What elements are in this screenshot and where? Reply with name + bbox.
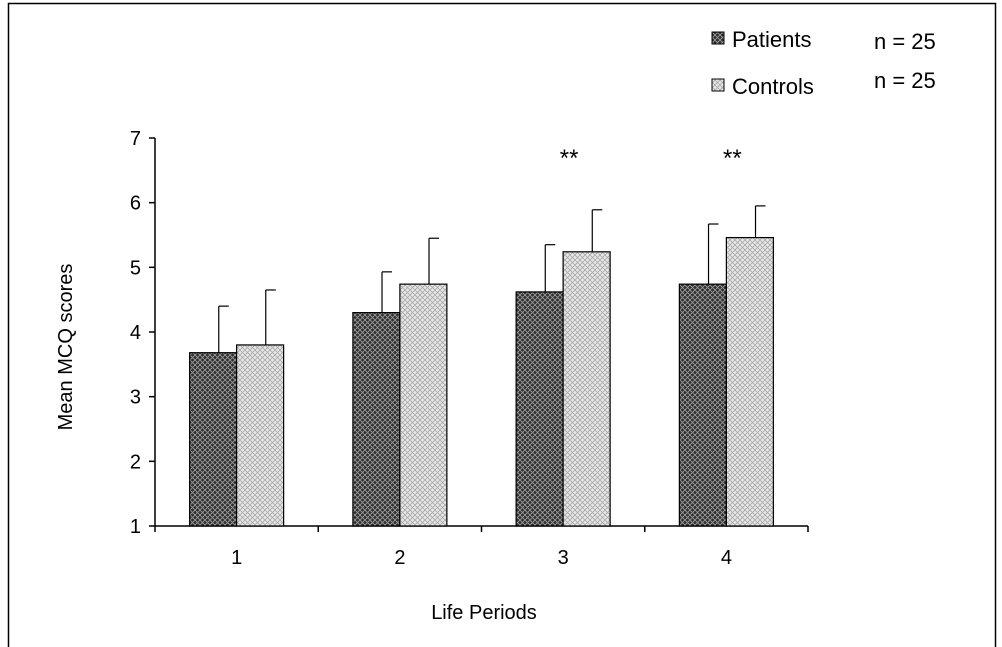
y-axis: 1 2 3 4 5 6 7	[130, 128, 156, 538]
bar-controls-2	[399, 283, 448, 527]
y-axis-title: Mean MCQ scores	[55, 264, 77, 431]
significance-marker-3: **	[560, 145, 579, 172]
legend: Patients n = 25 Controls n = 25	[711, 27, 936, 99]
legend-n-patients: n = 25	[874, 29, 936, 54]
bar-controls-3	[562, 251, 611, 527]
legend-item-controls: Controls n = 25	[711, 68, 936, 99]
legend-swatch-patients	[711, 31, 725, 45]
legend-item-patients: Patients n = 25	[711, 27, 936, 54]
significance-marker-4: **	[723, 145, 742, 172]
x-tick-label: 1	[231, 547, 242, 569]
y-tick-label: 7	[130, 128, 141, 150]
legend-swatch-controls	[711, 78, 725, 92]
y-tick-label: 1	[130, 516, 141, 538]
figure-border	[7, 2, 997, 647]
bar-controls-1	[236, 344, 285, 527]
bar-patients-3	[515, 291, 564, 527]
x-tick-label: 2	[394, 547, 405, 569]
y-tick-label: 6	[130, 193, 141, 215]
legend-label-patients: Patients	[732, 27, 812, 52]
bar-patients-1	[189, 352, 238, 527]
y-tick-label: 2	[130, 451, 141, 473]
bars	[189, 236, 774, 527]
x-tick-label: 4	[721, 547, 732, 569]
y-tick-label: 3	[130, 387, 141, 409]
bar-controls-4	[725, 236, 774, 527]
legend-n-controls: n = 25	[874, 68, 936, 93]
bar-patients-2	[352, 312, 401, 527]
error-bars	[218, 205, 766, 353]
bar-patients-4	[678, 283, 727, 527]
x-tick-label: 3	[558, 547, 569, 569]
y-tick-label: 5	[130, 257, 141, 279]
legend-label-controls: Controls	[732, 74, 814, 99]
y-tick-label: 4	[130, 322, 141, 344]
x-axis-title: Life Periods	[431, 602, 537, 624]
significance-marks: ** **	[560, 145, 742, 172]
